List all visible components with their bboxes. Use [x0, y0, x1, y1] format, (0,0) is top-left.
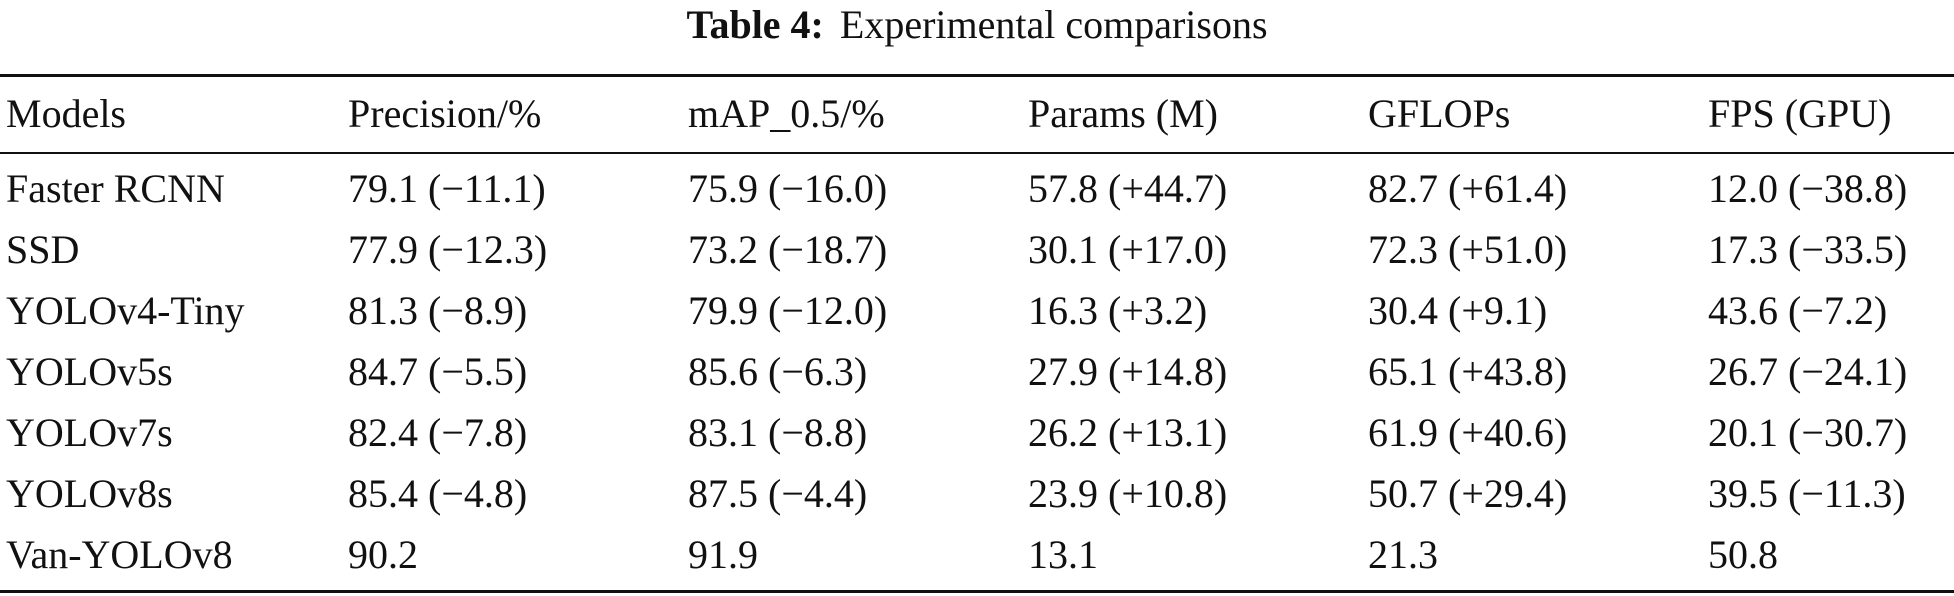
cell-params: 27.9 (+14.8)	[1028, 349, 1228, 394]
cell-model: YOLOv7s	[6, 410, 173, 455]
cell-map: 83.1 (−8.8)	[688, 410, 868, 455]
cell-map: 85.6 (−6.3)	[688, 349, 868, 394]
cell-gflops: 61.9 (+40.6)	[1368, 410, 1568, 455]
table-row: Van-YOLOv8 90.2 91.9 13.1 21.3 50.8	[0, 524, 1954, 585]
cell-params: 30.1 (+17.0)	[1028, 227, 1228, 272]
cell-precision: 81.3 (−8.9)	[348, 288, 528, 333]
cell-params: 26.2 (+13.1)	[1028, 410, 1228, 455]
header-precision: Precision/%	[348, 91, 542, 136]
cell-fps: 17.3 (−33.5)	[1708, 227, 1908, 272]
cell-fps: 26.7 (−24.1)	[1708, 349, 1908, 394]
table-row: YOLOv4-Tiny 81.3 (−8.9) 79.9 (−12.0) 16.…	[0, 280, 1954, 341]
table-top-rule	[0, 74, 1954, 77]
cell-precision: 77.9 (−12.3)	[348, 227, 548, 272]
table-header: Models Precision/% mAP_0.5/% Params (M) …	[0, 80, 1954, 148]
cell-params: 16.3 (+3.2)	[1028, 288, 1208, 333]
cell-gflops: 65.1 (+43.8)	[1368, 349, 1568, 394]
table-caption: Table 4: Experimental comparisons	[0, 0, 1954, 58]
cell-gflops: 50.7 (+29.4)	[1368, 471, 1568, 516]
header-row: Models Precision/% mAP_0.5/% Params (M) …	[0, 80, 1954, 148]
cell-fps: 12.0 (−38.8)	[1708, 166, 1908, 211]
table-row: YOLOv8s 85.4 (−4.8) 87.5 (−4.4) 23.9 (+1…	[0, 463, 1954, 524]
table-row: YOLOv7s 82.4 (−7.8) 83.1 (−8.8) 26.2 (+1…	[0, 402, 1954, 463]
cell-params: 13.1	[1028, 532, 1098, 577]
cell-map: 91.9	[688, 532, 758, 577]
header-fps: FPS (GPU)	[1708, 91, 1892, 136]
cell-gflops: 82.7 (+61.4)	[1368, 166, 1568, 211]
table-row: Faster RCNN 79.1 (−11.1) 75.9 (−16.0) 57…	[0, 158, 1954, 219]
cell-map: 87.5 (−4.4)	[688, 471, 868, 516]
cell-precision: 82.4 (−7.8)	[348, 410, 528, 455]
table-row: YOLOv5s 84.7 (−5.5) 85.6 (−6.3) 27.9 (+1…	[0, 341, 1954, 402]
cell-precision: 85.4 (−4.8)	[348, 471, 528, 516]
cell-params: 57.8 (+44.7)	[1028, 166, 1228, 211]
table-header-rule	[0, 152, 1954, 154]
cell-precision: 90.2	[348, 532, 418, 577]
cell-map: 79.9 (−12.0)	[688, 288, 888, 333]
cell-fps: 43.6 (−7.2)	[1708, 288, 1888, 333]
cell-map: 75.9 (−16.0)	[688, 166, 888, 211]
table-body: Faster RCNN 79.1 (−11.1) 75.9 (−16.0) 57…	[0, 158, 1954, 585]
header-params: Params (M)	[1028, 91, 1218, 136]
header-map: mAP_0.5/%	[688, 91, 885, 136]
cell-model: YOLOv5s	[6, 349, 173, 394]
cell-model: Van-YOLOv8	[6, 532, 233, 577]
cell-precision: 79.1 (−11.1)	[348, 166, 546, 211]
cell-model: SSD	[6, 227, 80, 272]
cell-model: YOLOv8s	[6, 471, 173, 516]
cell-precision: 84.7 (−5.5)	[348, 349, 528, 394]
header-models: Models	[6, 91, 126, 136]
cell-gflops: 21.3	[1368, 532, 1438, 577]
table-row: SSD 77.9 (−12.3) 73.2 (−18.7) 30.1 (+17.…	[0, 219, 1954, 280]
cell-fps: 39.5 (−11.3)	[1708, 471, 1906, 516]
cell-model: YOLOv4-Tiny	[6, 288, 245, 333]
table-bottom-rule	[0, 590, 1954, 593]
table-caption-title: Experimental comparisons	[839, 2, 1268, 47]
header-gflops: GFLOPs	[1368, 91, 1511, 136]
cell-model: Faster RCNN	[6, 166, 225, 211]
cell-gflops: 72.3 (+51.0)	[1368, 227, 1568, 272]
cell-gflops: 30.4 (+9.1)	[1368, 288, 1548, 333]
table-caption-label: Table 4:	[686, 2, 824, 47]
cell-params: 23.9 (+10.8)	[1028, 471, 1228, 516]
cell-map: 73.2 (−18.7)	[688, 227, 888, 272]
cell-fps: 50.8	[1708, 532, 1778, 577]
cell-fps: 20.1 (−30.7)	[1708, 410, 1908, 455]
